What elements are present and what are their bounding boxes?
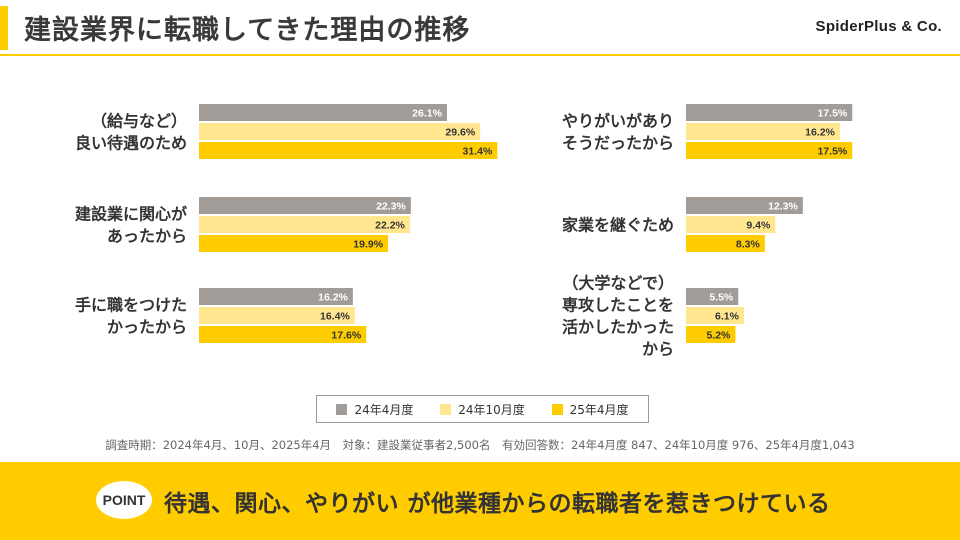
bar [199, 216, 410, 233]
legend-label: 24年4月度 [354, 402, 414, 417]
bar [686, 288, 739, 305]
data-label: 8.3% [736, 239, 761, 251]
bar [199, 326, 367, 343]
point-badge: POINT [96, 481, 152, 519]
legend-swatch [336, 403, 348, 415]
conclusion-text: 待遇、関心、やりがい が他業種からの転職者を惹きつけている [164, 491, 831, 517]
data-label: 17.5% [817, 146, 847, 158]
chart-legend: 24年4月度 24年10月度 25年4月度 [316, 395, 649, 423]
title-accent-bar [0, 6, 8, 50]
bar [686, 142, 853, 159]
bar [686, 104, 853, 121]
data-label: 6.1% [715, 311, 740, 323]
category-label: そうだったから [562, 134, 674, 153]
brand-logo: SpiderPlus & Co. [815, 18, 942, 35]
category-label: から [642, 340, 674, 359]
data-label: 12.3% [768, 201, 798, 213]
data-label: 26.1% [412, 108, 442, 120]
data-label: 5.2% [706, 330, 731, 342]
data-label: 16.4% [320, 311, 350, 323]
data-label: 19.9% [353, 239, 383, 251]
category-label: やりがいがあり [562, 112, 674, 131]
bar [199, 197, 411, 214]
bar [686, 216, 776, 233]
legend-item: 25年4月度 [551, 401, 629, 418]
legend-swatch [440, 403, 452, 415]
legend-swatch [551, 403, 563, 415]
conclusion-band [0, 462, 960, 540]
category-label: 手に職をつけた [75, 296, 187, 315]
title-underline [0, 54, 960, 56]
bar [686, 307, 744, 324]
category-label: （大学などで） [562, 274, 674, 293]
survey-footnote: 調査時期：2024年4月、10月、2025年4月 対象：建設業従事者2,500名… [105, 438, 855, 452]
category-label: 家業を継ぐため [562, 216, 674, 235]
legend-label: 24年10月度 [458, 402, 525, 417]
data-label: 9.4% [746, 220, 771, 232]
legend-item: 24年4月度 [336, 401, 413, 418]
data-label: 22.2% [375, 220, 405, 232]
bar [199, 123, 481, 140]
data-label: 31.4% [463, 146, 493, 158]
legend-label: 25年4月度 [569, 402, 629, 417]
data-label: 16.2% [805, 127, 835, 139]
bar [199, 235, 389, 252]
bar [199, 142, 498, 159]
category-label: （給与など） [91, 112, 187, 131]
data-label: 29.6% [445, 127, 475, 139]
category-label: あったから [107, 227, 187, 246]
bar [686, 197, 803, 214]
data-label: 22.3% [376, 201, 406, 213]
bar [686, 123, 840, 140]
data-label: 5.5% [709, 292, 734, 304]
bar [199, 104, 447, 121]
category-label: 良い待遇のため [75, 134, 187, 153]
bar [686, 326, 736, 343]
category-label: 建設業に関心が [75, 205, 187, 224]
bar [199, 288, 353, 305]
data-label: 16.2% [318, 292, 348, 304]
category-label: 専攻したことを [562, 296, 674, 315]
category-label: 活かしたかった [562, 318, 674, 337]
bar-chart: （給与など） 良い待遇のため 26.1%29.6% 31.4% 建設業に関心があったから… [75, 104, 853, 359]
data-label: 17.6% [331, 330, 361, 342]
category-label: かったから [107, 318, 187, 337]
page-title: 建設業界に転職してきた理由の推移 [24, 15, 471, 46]
data-label: 17.5% [817, 108, 847, 120]
bar [686, 235, 765, 252]
legend-item: 24年10月度 [440, 401, 525, 418]
bar [199, 307, 355, 324]
